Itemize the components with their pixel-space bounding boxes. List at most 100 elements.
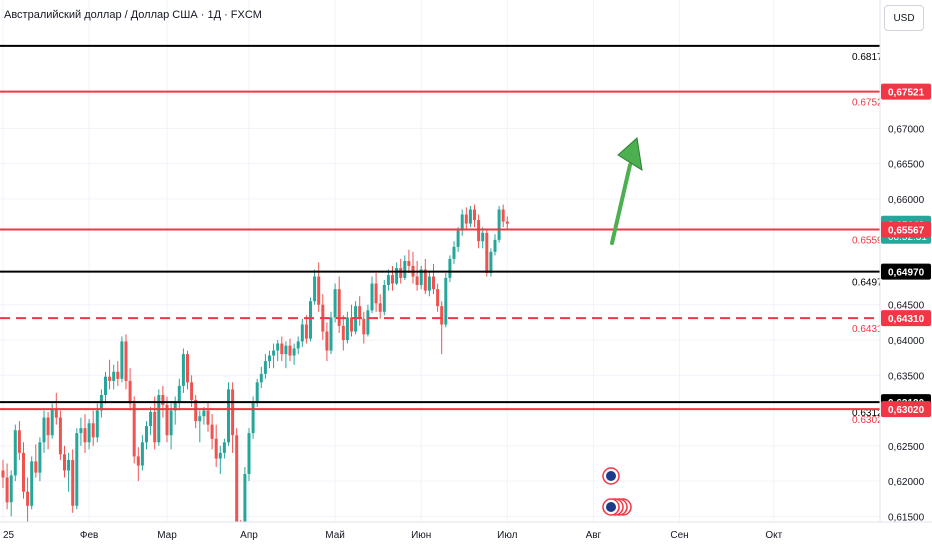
time-tick-label: 25 — [3, 530, 15, 541]
candle-body — [255, 382, 259, 403]
candle-body — [395, 268, 399, 284]
candle-body — [218, 452, 222, 459]
candle-body — [440, 306, 444, 325]
candle-body — [42, 417, 46, 443]
candle-body — [333, 289, 337, 318]
candle-body — [309, 301, 312, 339]
trend-arrow-head — [617, 137, 643, 172]
candle-body — [473, 209, 476, 221]
line-6431-label: 0.6431 — [852, 324, 883, 335]
level-67521-text: 0,67521 — [888, 88, 925, 99]
candle-body — [481, 232, 485, 242]
price-tick-label: 0,63500 — [888, 371, 925, 382]
candle-body — [136, 456, 140, 466]
candle-body — [300, 324, 304, 342]
candle-body — [214, 438, 218, 459]
time-tick-label: Май — [325, 530, 345, 541]
candle-body — [71, 459, 75, 506]
candle-body — [17, 430, 21, 453]
candle-body — [38, 442, 42, 473]
candle-body — [140, 442, 144, 466]
candle-body — [345, 317, 349, 341]
candle-body — [382, 284, 386, 312]
candle-body — [415, 276, 419, 285]
time-axis[interactable] — [0, 522, 932, 550]
candle-body — [173, 402, 177, 411]
flag-icon — [606, 471, 616, 481]
candle-body — [280, 343, 284, 355]
candle-body — [206, 410, 210, 425]
candle-body — [485, 232, 489, 273]
candle-body — [341, 325, 345, 341]
candle-body — [419, 269, 423, 285]
time-tick-label: Июл — [497, 530, 517, 541]
candle-body — [493, 239, 497, 252]
candle-body — [128, 380, 132, 404]
candle-body — [104, 376, 107, 396]
candle-body — [124, 341, 128, 381]
candle-body — [91, 423, 95, 438]
candle-body — [317, 276, 321, 305]
candle-body — [505, 221, 509, 224]
candle-body — [489, 251, 493, 273]
level-64310-badge — [881, 310, 931, 327]
candle-body — [296, 341, 300, 349]
candle-body — [325, 331, 329, 351]
trend-arrow-shaft — [610, 163, 632, 245]
candle-body — [34, 461, 38, 473]
candle-body — [263, 361, 267, 374]
candle-body — [436, 289, 440, 307]
candle-body — [235, 435, 239, 527]
price-tick-label: 0,66000 — [888, 195, 925, 206]
candle-body — [268, 355, 271, 362]
candle-body — [456, 230, 460, 247]
candle-body — [444, 277, 448, 325]
candle-body — [116, 371, 120, 379]
candle-body — [362, 318, 366, 335]
price-tick-label: 0,66500 — [888, 160, 925, 171]
candle-body — [108, 376, 112, 381]
candle-body — [46, 417, 50, 436]
time-tick-label: Сен — [670, 530, 688, 541]
candle-body — [231, 389, 235, 436]
candle-body — [243, 474, 247, 550]
time-tick-label: Мар — [157, 530, 177, 541]
candle-body — [427, 276, 431, 291]
candle-body — [22, 452, 25, 492]
candle-body — [75, 433, 79, 506]
candle-body — [399, 268, 403, 278]
candle-body — [153, 411, 157, 443]
candle-body — [407, 261, 411, 266]
candle-body — [432, 276, 435, 290]
candle-body — [468, 209, 472, 224]
candle-body — [350, 317, 353, 332]
line-6559-label: 0.6559 — [852, 235, 883, 246]
candle-body — [30, 461, 34, 506]
candle-body — [67, 459, 71, 471]
candle-body — [58, 417, 62, 455]
candle-body — [251, 402, 255, 434]
flag-icon — [606, 502, 616, 512]
level-64970-badge — [881, 263, 931, 280]
price-tick-label: 0,64500 — [888, 301, 925, 312]
level-63020-text: 0,63020 — [888, 405, 925, 416]
candle-body — [292, 348, 296, 356]
candle-body — [304, 324, 308, 339]
candle-body — [165, 404, 169, 436]
candle-body — [210, 424, 214, 439]
level-65567-badge — [881, 221, 931, 238]
candle-body — [149, 411, 153, 427]
candle-body — [145, 426, 148, 443]
line-6752-label: 0.6752 — [852, 98, 883, 109]
time-tick-label: Фев — [80, 530, 98, 541]
line-6497-label: 0.6497 — [852, 278, 883, 289]
price-tick-label: 0,62500 — [888, 442, 925, 453]
candle-body — [63, 454, 66, 471]
candle-body — [132, 403, 136, 457]
candle-body — [313, 276, 317, 302]
candle-body — [452, 246, 456, 259]
time-tick-label: Авг — [586, 530, 602, 541]
currency-button[interactable]: USD — [884, 5, 924, 31]
